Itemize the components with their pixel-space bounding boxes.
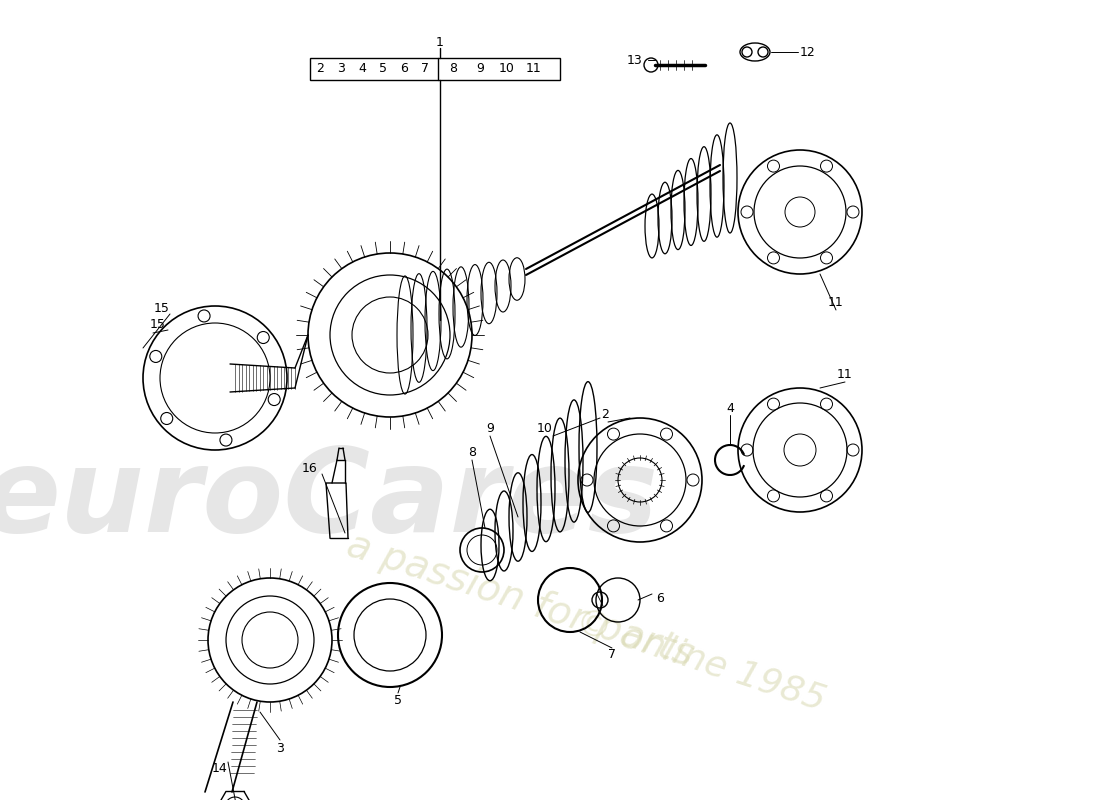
Text: 3: 3 (337, 62, 345, 75)
Text: 7: 7 (421, 62, 429, 75)
Text: 5: 5 (379, 62, 387, 75)
Text: 10: 10 (499, 62, 515, 75)
Text: 2: 2 (601, 409, 609, 422)
Text: 1: 1 (436, 35, 444, 49)
Text: 8: 8 (468, 446, 476, 458)
Text: 12: 12 (800, 46, 816, 58)
Text: 11: 11 (828, 295, 844, 309)
Text: euroCares: euroCares (0, 442, 659, 558)
Text: 7: 7 (608, 649, 616, 662)
Text: 11: 11 (526, 62, 542, 75)
Text: 5: 5 (394, 694, 402, 706)
Text: 4: 4 (359, 62, 366, 75)
Text: 2: 2 (316, 62, 323, 75)
Bar (310, 58, 560, 80)
Text: 16: 16 (302, 462, 318, 474)
Text: 8: 8 (449, 62, 456, 75)
Text: © online 1985: © online 1985 (571, 603, 829, 717)
Text: 13: 13 (627, 54, 642, 66)
Text: a passion for parts: a passion for parts (342, 526, 698, 674)
Text: 4: 4 (726, 402, 734, 414)
Text: 6: 6 (400, 62, 408, 75)
Text: 15: 15 (154, 302, 169, 314)
Text: 11: 11 (837, 369, 852, 382)
Text: 9: 9 (476, 62, 484, 75)
Text: 10: 10 (537, 422, 553, 434)
Text: 9: 9 (486, 422, 494, 434)
Text: 15: 15 (150, 318, 166, 331)
Text: 14: 14 (212, 762, 228, 774)
Text: 6: 6 (656, 591, 664, 605)
Text: 3: 3 (276, 742, 284, 754)
